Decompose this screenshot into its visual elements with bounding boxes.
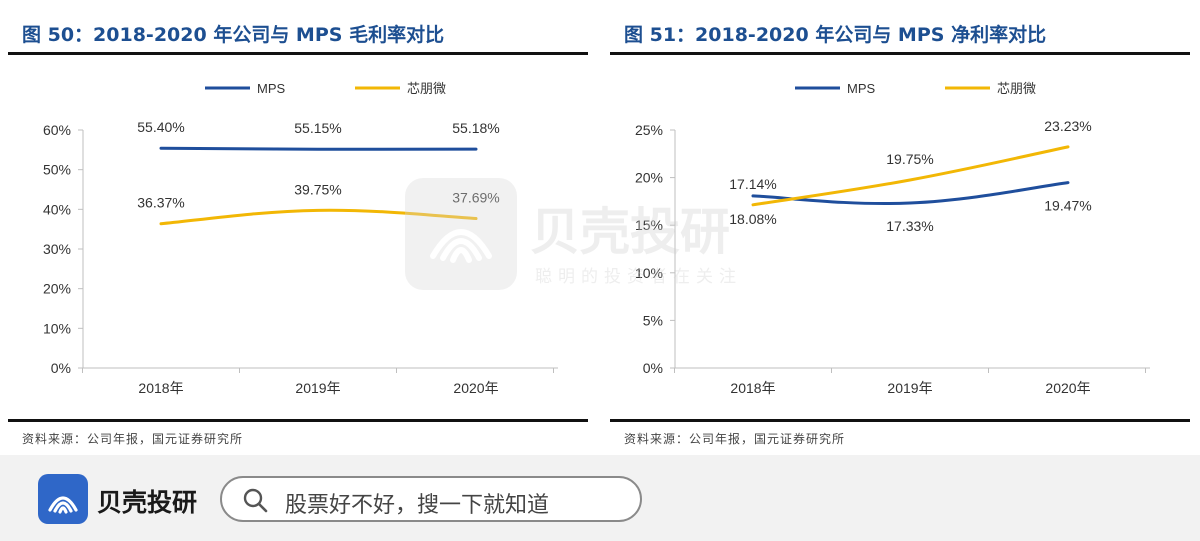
footer-bar: 贝壳投研 股票好不好，搜一下就知道 [0, 455, 1200, 541]
figure-50-title: 图 50：2018-2020 年公司与 MPS 毛利率对比 [22, 24, 445, 46]
y-tick-label: 15% [635, 217, 663, 233]
series-line-0 [159, 146, 478, 151]
y-tick-label: 40% [43, 201, 71, 217]
y-tick-label: 10% [43, 320, 71, 336]
y-tick-label: 0% [51, 360, 71, 376]
data-label: 19.47% [1044, 198, 1091, 214]
y-tick-label: 30% [43, 241, 71, 257]
x-tick-label: 2018年 [730, 380, 775, 396]
y-tick-label: 50% [43, 162, 71, 178]
brand-name[interactable]: 贝壳投研 [97, 488, 198, 517]
source-rule [8, 419, 588, 422]
source-rule [610, 419, 1190, 422]
data-label: 19.75% [886, 151, 933, 167]
figure-51-title: 图 51：2018-2020 年公司与 MPS 净利率对比 [624, 24, 1047, 46]
legend-label-0: MPS [847, 81, 876, 96]
data-label: 55.18% [452, 120, 499, 136]
search-placeholder: 股票好不好，搜一下就知道 [285, 493, 550, 518]
series-line-0 [751, 181, 1070, 206]
data-label: 17.14% [729, 176, 776, 192]
x-tick-label: 2020年 [453, 380, 498, 396]
x-tick-label: 2018年 [138, 380, 183, 396]
y-tick-label: 5% [643, 312, 663, 328]
y-tick-label: 10% [635, 265, 663, 281]
data-label: 17.33% [886, 218, 933, 234]
data-label: 23.23% [1044, 118, 1091, 134]
figure-51-source: 资料来源：公司年报，国元证券研究所 [624, 432, 846, 446]
data-label: 39.75% [294, 181, 341, 197]
y-tick-label: 20% [635, 170, 663, 186]
net-margin-chart: 0% 5% 10% 15% 20% 25% 2018年 2019年 2020年 18.08% 17.… [635, 81, 1150, 396]
data-label: 18.08% [729, 211, 776, 227]
series-line-1 [159, 208, 478, 226]
y-tick-label: 25% [635, 122, 663, 138]
legend-label-1: 芯朋微 [997, 81, 1036, 96]
gross-margin-chart: 0% 10% 20% 30% 40% 50% 60% 2018年 2019年 2020年 55.40… [43, 81, 558, 396]
x-tick-label: 2020年 [1045, 380, 1090, 396]
gross-margin-panel: 图 50：2018-2020 年公司与 MPS 毛利率对比 0% 10% 20% 30… [8, 0, 588, 455]
search-input[interactable]: 股票好不好，搜一下就知道 [220, 476, 642, 522]
data-label: 36.37% [137, 195, 184, 211]
brand-logo-icon[interactable] [38, 474, 88, 524]
y-tick-label: 20% [43, 281, 71, 297]
x-tick-label: 2019年 [295, 380, 340, 396]
title-rule [8, 52, 588, 55]
figure-50-source: 资料来源：公司年报，国元证券研究所 [22, 432, 244, 446]
x-tick-label: 2019年 [887, 380, 932, 396]
search-icon [243, 488, 268, 513]
legend-label-0: MPS [257, 81, 286, 96]
data-label: 37.69% [452, 189, 499, 205]
y-tick-label: 0% [643, 360, 663, 376]
y-tick-label: 60% [43, 122, 71, 138]
title-rule [610, 52, 1190, 55]
series-line-1 [751, 145, 1070, 207]
net-margin-panel: 图 51：2018-2020 年公司与 MPS 净利率对比 0% 5% 10% 15%… [610, 0, 1190, 455]
data-label: 55.40% [137, 119, 184, 135]
data-label: 55.15% [294, 120, 341, 136]
legend-label-1: 芯朋微 [407, 81, 446, 96]
